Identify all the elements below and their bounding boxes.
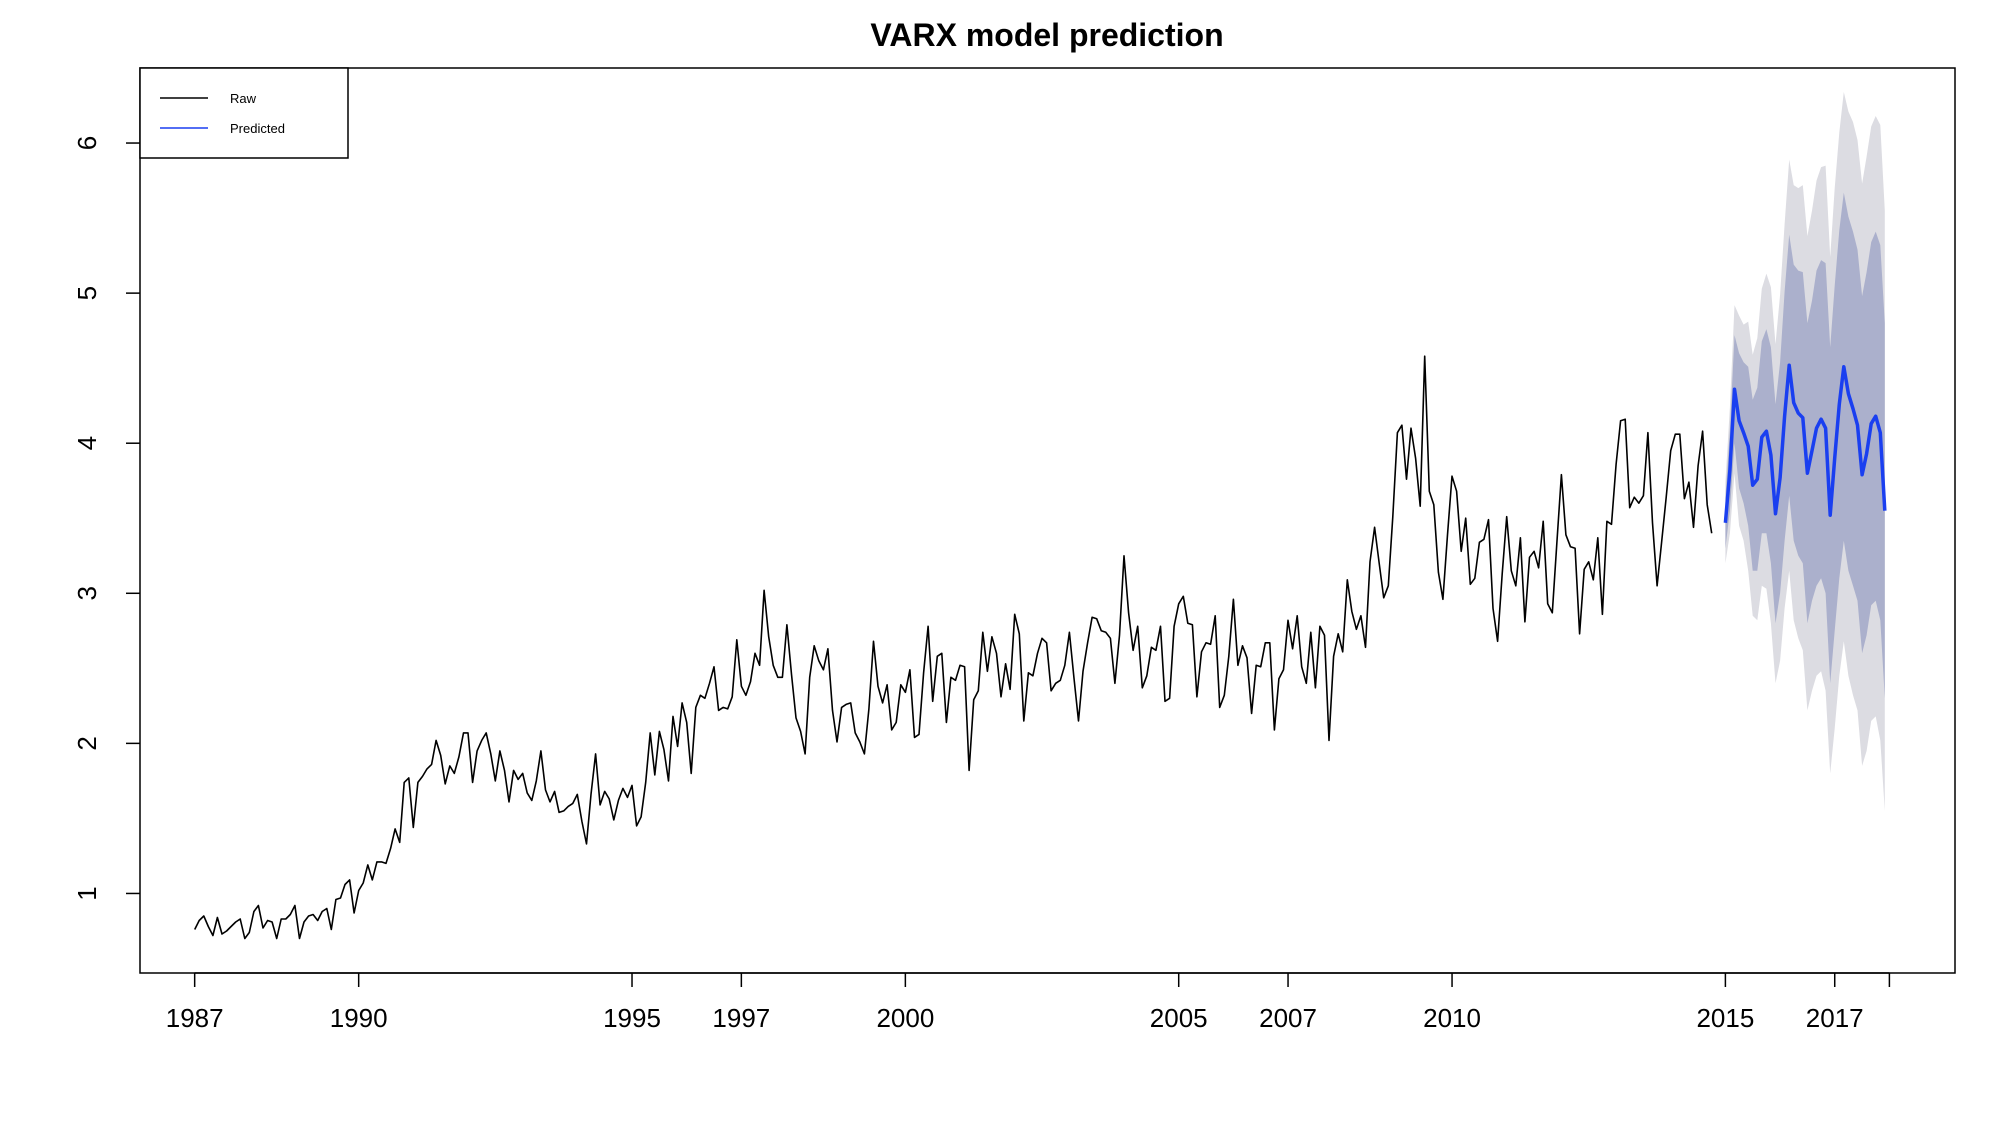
- y-tick-label: 2: [72, 736, 102, 750]
- x-tick-label: 2000: [876, 1003, 934, 1033]
- x-tick-label: 2015: [1696, 1003, 1754, 1033]
- x-tick-label: 2007: [1259, 1003, 1317, 1033]
- y-tick-label: 3: [72, 586, 102, 600]
- legend-box: [139, 67, 349, 159]
- chart-title: VARX model prediction: [870, 17, 1223, 53]
- x-tick-label: 1987: [166, 1003, 224, 1033]
- legend-predicted-label: Predicted: [230, 121, 285, 136]
- x-axis: 1987 1990 1995 1997 2000 2005 2007 2010 2015 2017: [166, 972, 1891, 1033]
- predicted-series-line: [1723, 363, 1887, 523]
- y-tick-label: 1: [72, 886, 102, 900]
- raw-series-line: [193, 355, 1713, 940]
- plot-frame: [139, 67, 1956, 974]
- x-tick-label: 2010: [1423, 1003, 1481, 1033]
- x-tick-label: 1990: [330, 1003, 388, 1033]
- y-tick-label: 6: [72, 136, 102, 150]
- x-tick-label: 2005: [1150, 1003, 1208, 1033]
- x-tick-label: 1997: [712, 1003, 770, 1033]
- y-tick-label: 5: [72, 286, 102, 300]
- legend-raw-label: Raw: [230, 91, 257, 106]
- y-tick-label: 4: [72, 436, 102, 450]
- series-lines: [193, 355, 1887, 940]
- x-tick-label: 2017: [1806, 1003, 1864, 1033]
- y-axis: 1 2 3 4 5 6: [72, 136, 140, 901]
- x-tick-label: 1995: [603, 1003, 661, 1033]
- legend: Raw Predicted: [139, 67, 349, 159]
